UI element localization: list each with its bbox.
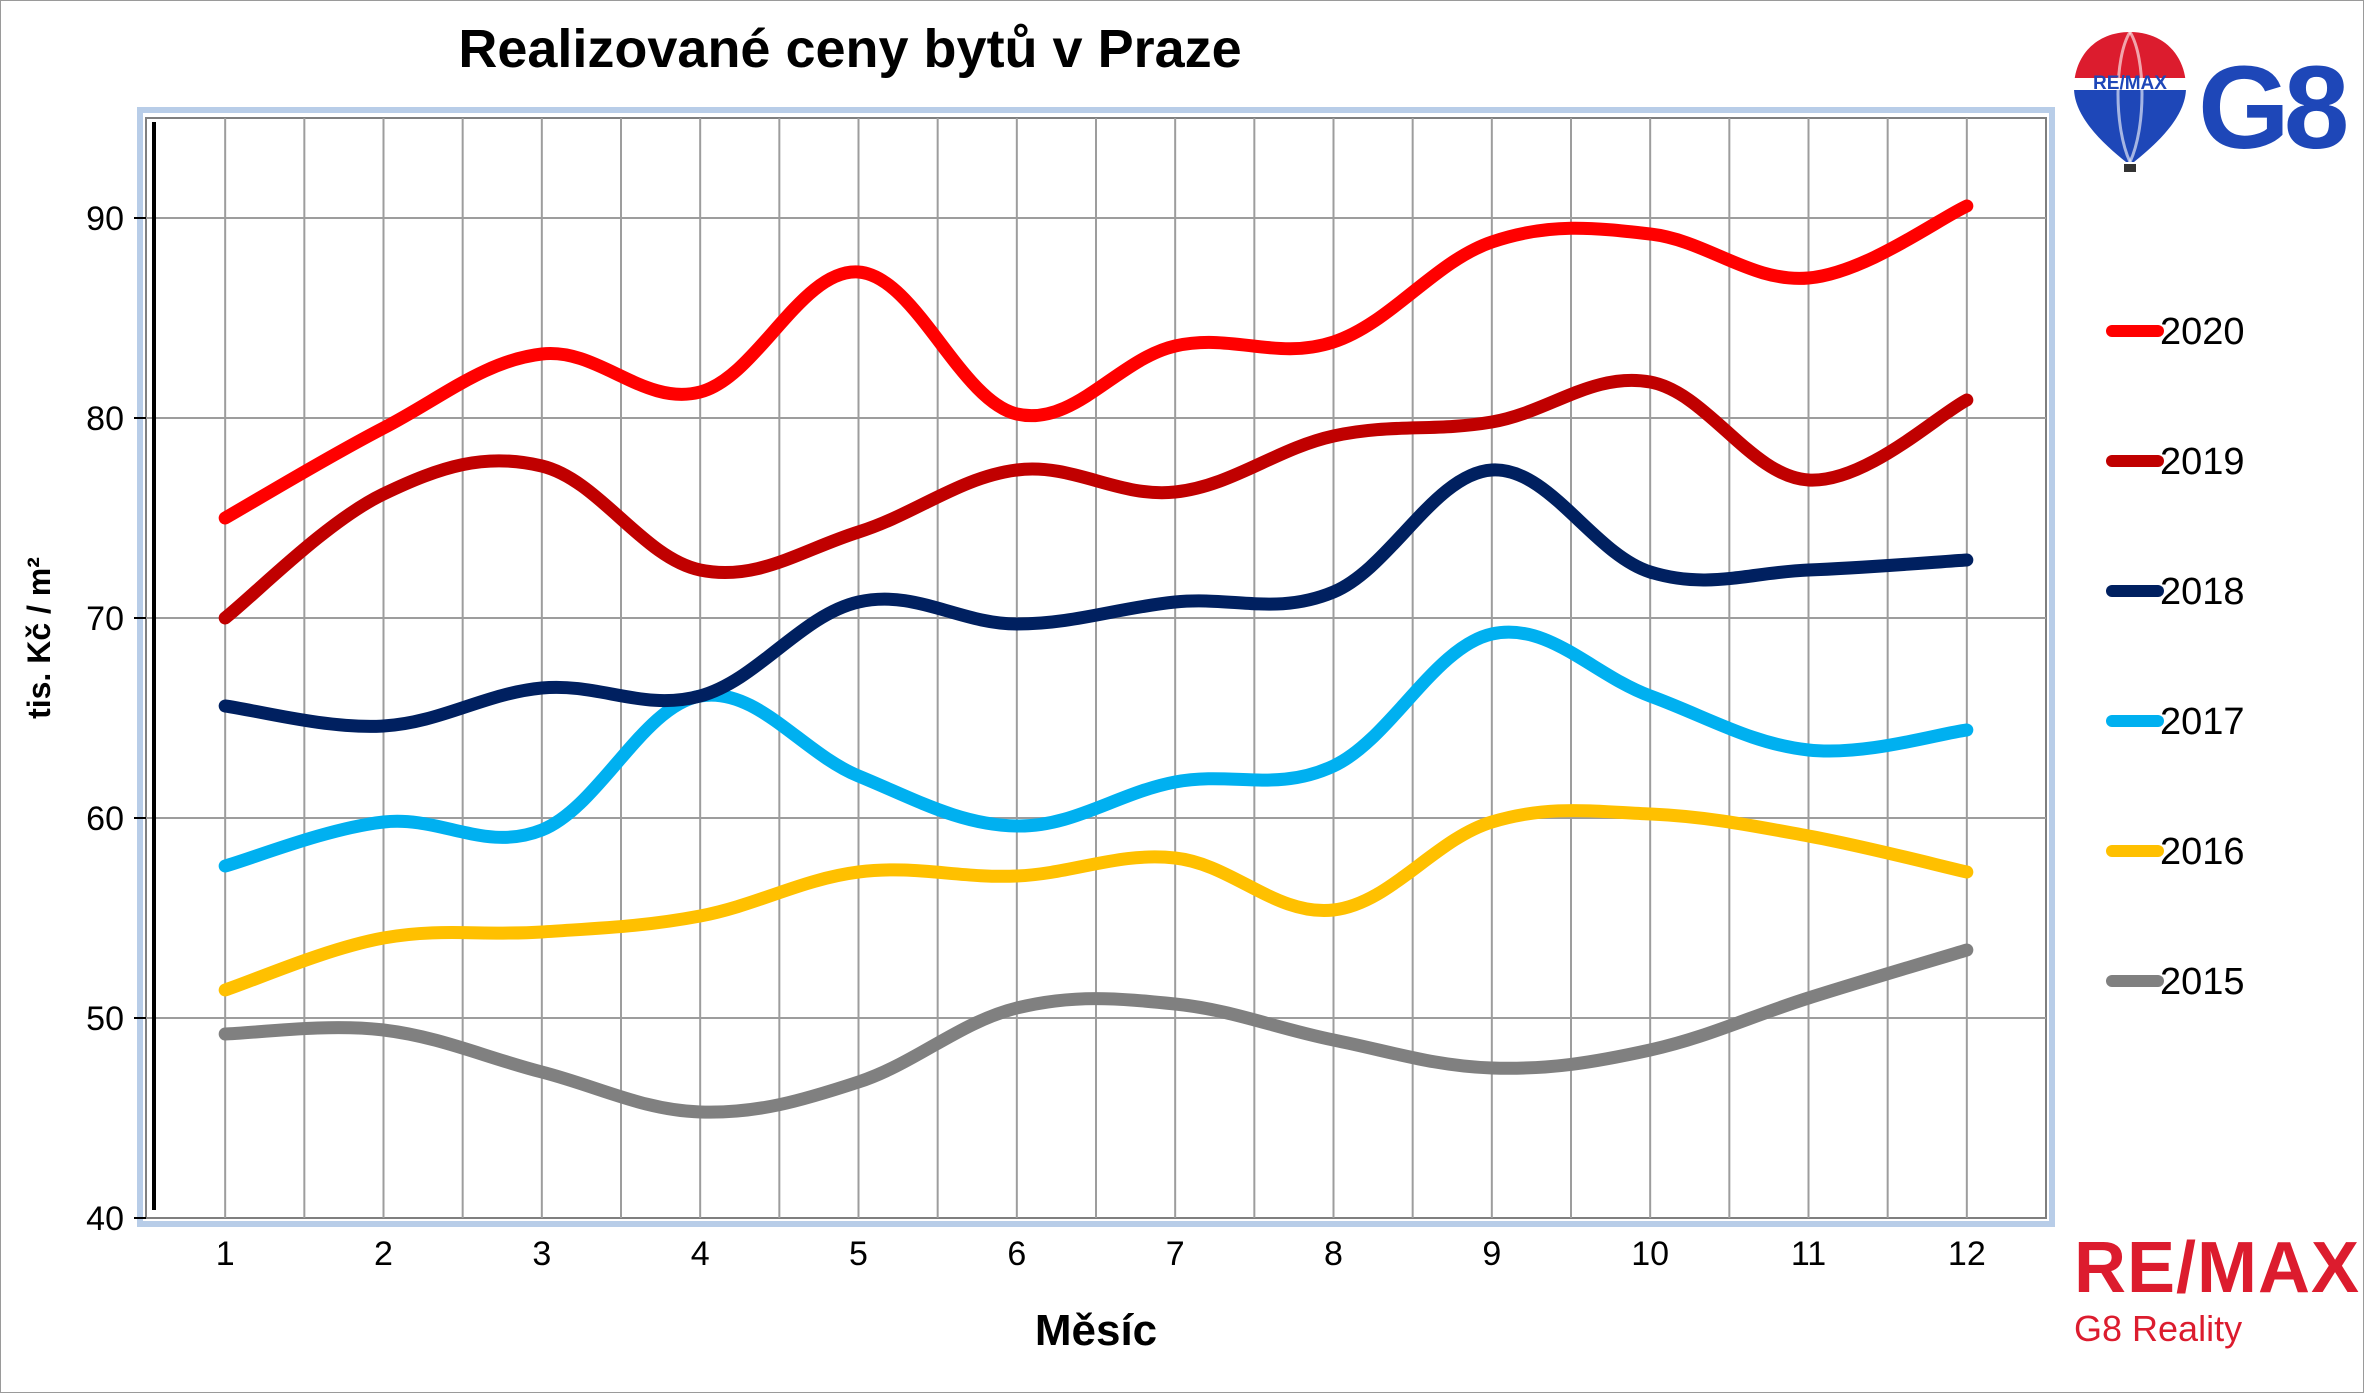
brand-sub: G8 Reality: [2074, 1308, 2243, 1349]
series-line-2020: [218, 199, 1974, 525]
y-tick-label: 60: [86, 800, 124, 838]
x-tick-label: 12: [1948, 1235, 1986, 1273]
balloon-icon: RE/MAX: [2074, 32, 2186, 172]
legend-label-2020: 2020: [2160, 311, 2245, 353]
x-tick-label: 6: [1007, 1235, 1026, 1273]
y-tick-label: 40: [86, 1200, 124, 1238]
series-line-2018: [218, 463, 1974, 733]
x-tick-label: 10: [1631, 1235, 1669, 1273]
series-line-2016: [218, 804, 1974, 997]
remax-brand: RE/MAX G8 Reality: [2074, 1232, 2360, 1350]
chart-title: Realizované ceny bytů v Praze: [458, 19, 1242, 79]
logo-top-text: RE/MAX: [2093, 73, 2167, 94]
legend-label-2018: 2018: [2160, 571, 2245, 613]
series-line-2015: [218, 943, 1974, 1119]
legend-label-2015: 2015: [2160, 961, 2245, 1003]
series-line-2017: [218, 625, 1974, 873]
plot-shadow: [137, 107, 2055, 1227]
brand-name: RE/MAX: [2074, 1228, 2361, 1308]
legend-label-2016: 2016: [2160, 831, 2245, 873]
x-tick-label: 1: [216, 1235, 235, 1273]
y-tick-label: 90: [86, 200, 124, 238]
g8-mark: G8: [2198, 42, 2346, 174]
y-axis-label: tis. Kč / m²: [21, 557, 57, 719]
legend-label-2019: 2019: [2160, 441, 2245, 483]
legend-label-2017: 2017: [2160, 701, 2245, 743]
x-tick-label: 7: [1166, 1235, 1185, 1273]
y-tick-label: 80: [86, 400, 124, 438]
x-tick-label: 9: [1482, 1235, 1501, 1273]
remax-g8-logo: RE/MAX G8: [2074, 32, 2350, 174]
series-line-2019: [218, 373, 1974, 625]
x-tick-label: 5: [849, 1235, 868, 1273]
x-tick-label: 4: [691, 1235, 710, 1273]
x-tick-label: 8: [1324, 1235, 1343, 1273]
y-tick-label: 70: [86, 600, 124, 638]
x-tick-label: 11: [1791, 1235, 1826, 1273]
x-tick-label: 3: [532, 1235, 551, 1273]
x-axis-label: Měsíc: [1035, 1306, 1157, 1355]
y-tick-label: 50: [86, 1000, 124, 1038]
x-tick-label: 2: [374, 1235, 393, 1273]
